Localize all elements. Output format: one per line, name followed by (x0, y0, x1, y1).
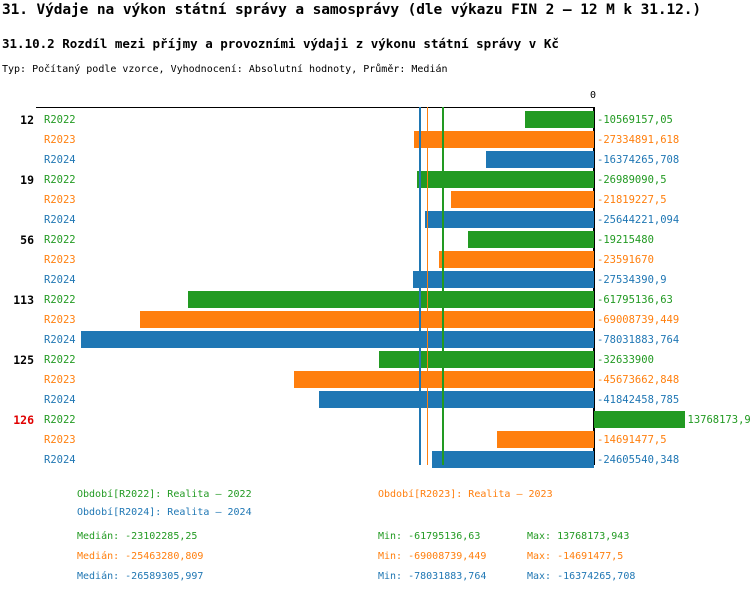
max-label-r2023: Max: -14691477,5 (527, 551, 624, 562)
zero-tick-label: 0 (590, 90, 597, 101)
bar-value-r2024-113: -78031883,764 (597, 334, 680, 346)
series-label-r2022-125: R2022 (44, 354, 76, 366)
bar-value-r2022-113: -61795136,63 (597, 294, 673, 306)
bar-r2024-12[interactable] (486, 151, 594, 168)
bar-r2024-19[interactable] (425, 211, 594, 228)
bar-value-r2024-19: -25644221,094 (597, 214, 680, 226)
median-line-r2022 (442, 107, 444, 465)
median-line-r2024 (419, 107, 421, 465)
bar-value-r2022-19: -26989090,5 (597, 174, 667, 186)
bar-value-r2024-56: -27534390,9 (597, 274, 667, 286)
bar-value-r2022-56: -19215480 (597, 234, 654, 246)
bar-r2024-113[interactable] (81, 331, 594, 348)
bar-value-r2024-126: -24605540,348 (597, 454, 680, 466)
bar-r2022-126[interactable] (594, 411, 685, 428)
series-label-r2024-126: R2024 (44, 454, 76, 466)
bar-r2023-56[interactable] (438, 251, 594, 268)
chart-meta: Typ: Počítaný podle vzorce, Vyhodnocení:… (2, 64, 448, 75)
bar-r2024-125[interactable] (318, 391, 594, 408)
median-label-r2024: Medián: -26589305,997 (77, 571, 204, 582)
min-label-r2022: Min: -61795136,63 (378, 531, 481, 542)
bar-r2023-113[interactable] (140, 311, 594, 328)
series-label-r2024-56: R2024 (44, 274, 76, 286)
series-label-r2023-12: R2023 (44, 134, 76, 146)
series-label-r2024-12: R2024 (44, 154, 76, 166)
series-label-r2022-113: R2022 (44, 294, 76, 306)
category-label-113: 113 (13, 293, 34, 307)
category-label-19: 19 (20, 173, 34, 187)
bar-value-r2022-126: 13768173,943 (687, 414, 750, 426)
series-label-r2023-113: R2023 (44, 314, 76, 326)
median-line-r2023 (426, 107, 428, 465)
median-label-r2023: Medián: -25463280,809 (77, 551, 204, 562)
bar-r2022-12[interactable] (524, 111, 594, 128)
bar-value-r2023-12: -27334891,618 (597, 134, 680, 146)
bar-value-r2023-56: -23591670 (597, 254, 654, 266)
series-legend-r2024: Období[R2024]: Realita – 2024 (77, 507, 252, 518)
series-label-r2024-125: R2024 (44, 394, 76, 406)
bar-r2023-12[interactable] (414, 131, 594, 148)
series-label-r2022-19: R2022 (44, 174, 76, 186)
series-label-r2024-19: R2024 (44, 214, 76, 226)
bar-r2022-56[interactable] (467, 231, 594, 248)
bar-value-r2023-126: -14691477,5 (597, 434, 667, 446)
category-label-56: 56 (20, 233, 34, 247)
chart-footer: Období[R2022]: Realita – 2022 Období[R202… (0, 485, 750, 594)
max-label-r2022: Max: 13768173,943 (527, 531, 630, 542)
bar-value-r2024-12: -16374265,708 (597, 154, 680, 166)
bar-value-r2023-125: -45673662,848 (597, 374, 680, 386)
min-label-r2024: Min: -78031883,764 (378, 571, 487, 582)
bar-r2022-19[interactable] (416, 171, 594, 188)
series-label-r2023-126: R2023 (44, 434, 76, 446)
bar-r2023-125[interactable] (293, 371, 594, 388)
bar-value-r2023-113: -69008739,449 (597, 314, 680, 326)
series-label-r2022-126: R2022 (44, 414, 76, 426)
page-title: 31. Výdaje na výkon státní správy a samo… (2, 2, 702, 18)
series-label-r2023-56: R2023 (44, 254, 76, 266)
series-legend-r2023: Období[R2023]: Realita – 2023 (378, 489, 553, 500)
bar-r2024-126[interactable] (432, 451, 594, 468)
category-label-12: 12 (20, 113, 34, 127)
bar-value-r2022-125: -32633900 (597, 354, 654, 366)
max-label-r2024: Max: -16374265,708 (527, 571, 636, 582)
category-label-125: 125 (13, 353, 34, 367)
chart-subtitle: 31.10.2 Rozdíl mezi příjmy a provozními … (2, 36, 559, 51)
bar-value-r2024-125: -41842458,785 (597, 394, 680, 406)
bar-value-r2023-19: -21819227,5 (597, 194, 667, 206)
bar-r2024-56[interactable] (412, 271, 594, 288)
series-label-r2022-56: R2022 (44, 234, 76, 246)
series-label-r2023-19: R2023 (44, 194, 76, 206)
series-label-r2024-113: R2024 (44, 334, 76, 346)
min-label-r2023: Min: -69008739,449 (378, 551, 487, 562)
bar-value-r2022-12: -10569157,05 (597, 114, 673, 126)
bar-r2022-125[interactable] (379, 351, 594, 368)
series-legend-r2022: Období[R2022]: Realita – 2022 (77, 489, 252, 500)
bar-r2023-19[interactable] (450, 191, 594, 208)
bar-chart-plot: 0 12 R2022 -10569157,05 R2023 -27334891,618 R… (0, 90, 750, 480)
zero-axis-line (593, 107, 595, 465)
series-label-r2023-125: R2023 (44, 374, 76, 386)
category-label-126: 126 (13, 413, 34, 427)
bar-r2023-126[interactable] (497, 431, 594, 448)
series-label-r2022-12: R2022 (44, 114, 76, 126)
median-label-r2022: Medián: -23102285,25 (77, 531, 198, 542)
top-axis-line (36, 107, 594, 108)
bar-r2022-113[interactable] (187, 291, 594, 308)
